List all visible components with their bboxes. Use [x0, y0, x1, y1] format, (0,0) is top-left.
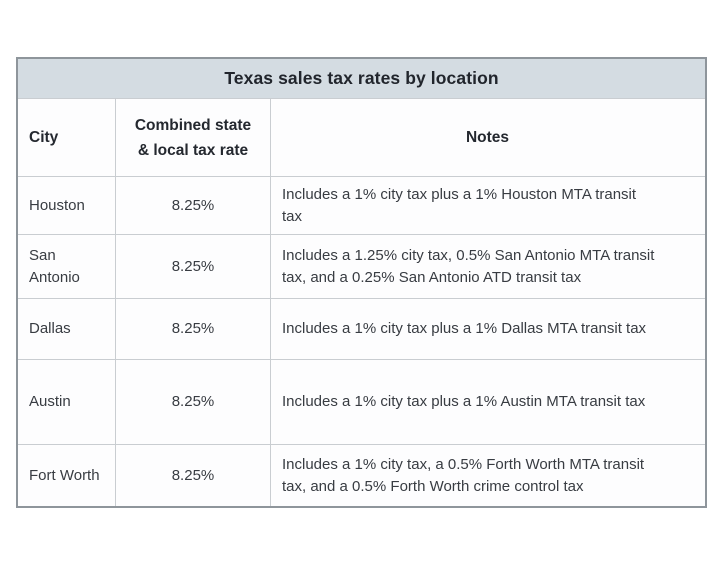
notes-cell: Includes a 1% city tax plus a 1% Austin …: [282, 393, 646, 410]
city-cell: San Antonio: [18, 235, 116, 298]
city-cell: Dallas: [18, 299, 116, 359]
city-cell: Houston: [18, 177, 116, 234]
table-header-row: City Combined state & local tax rate Not…: [18, 99, 705, 176]
table-row-dallas: Dallas 8.25% Includes a 1% city tax plus…: [18, 298, 705, 359]
rate-cell: 8.25%: [116, 445, 271, 506]
rate-cell: 8.25%: [116, 360, 271, 444]
column-header-rate: Combined state & local tax rate: [116, 99, 271, 176]
rate-cell: 8.25%: [116, 177, 271, 234]
city-cell: Fort Worth: [18, 445, 116, 506]
column-header-city: City: [18, 99, 116, 176]
rate-cell: 8.25%: [116, 235, 271, 298]
rate-cell: 8.25%: [116, 299, 271, 359]
tax-rates-table: Texas sales tax rates by location City C…: [16, 57, 707, 508]
city-cell: Austin: [18, 360, 116, 444]
table-row-san-antonio: San Antonio 8.25% Includes a 1.25% city …: [18, 234, 705, 298]
notes-cell: Includes a 1% city tax, a 0.5% Forth Wor…: [282, 455, 645, 495]
table-row-austin: Austin 8.25% Includes a 1% city tax plus…: [18, 359, 705, 444]
table-row-fort-worth: Fort Worth 8.25% Includes a 1% city tax,…: [18, 444, 705, 506]
column-header-notes: Notes: [465, 129, 510, 146]
notes-cell: Includes a 1% city tax plus a 1% Houston…: [282, 185, 637, 225]
notes-cell: Includes a 1.25% city tax, 0.5% San Anto…: [282, 246, 655, 286]
table-title: Texas sales tax rates by location: [18, 59, 705, 99]
notes-cell: Includes a 1% city tax plus a 1% Dallas …: [282, 320, 647, 337]
table-row-houston: Houston 8.25% Includes a 1% city tax plu…: [18, 176, 705, 234]
